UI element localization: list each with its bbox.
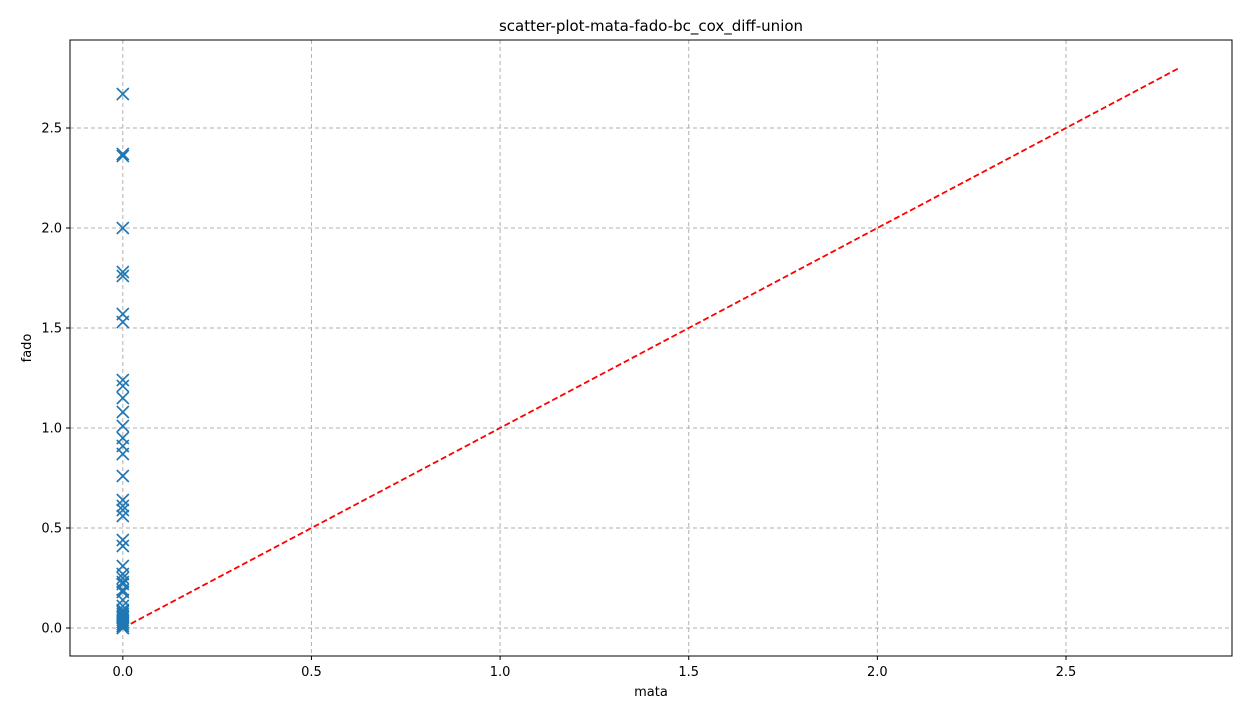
scatter-point bbox=[116, 571, 130, 585]
y-tick-label: 0.5 bbox=[41, 522, 62, 537]
scatter-point bbox=[116, 379, 130, 393]
scatter-point-stroke bbox=[116, 419, 130, 433]
scatter-point bbox=[116, 221, 130, 235]
scatter-point bbox=[116, 539, 130, 553]
scatter-point bbox=[116, 619, 130, 633]
scatter-point-stroke bbox=[116, 617, 130, 631]
y-tick-label: 2.5 bbox=[41, 122, 62, 137]
x-tick-label: 0.0 bbox=[112, 665, 133, 680]
scatter-point bbox=[116, 593, 130, 607]
scatter-point bbox=[116, 147, 130, 161]
scatter-point bbox=[116, 419, 130, 433]
scatter-point bbox=[116, 87, 130, 101]
scatter-point-stroke bbox=[116, 379, 130, 393]
scatter-point-stroke bbox=[116, 391, 130, 405]
scatter-point-stroke bbox=[116, 539, 130, 553]
x-tick-label: 2.0 bbox=[867, 665, 888, 680]
scatter-point-stroke bbox=[116, 593, 130, 607]
scatter-point-stroke bbox=[116, 509, 130, 523]
scatter-point-stroke bbox=[116, 493, 130, 507]
scatter-point-stroke bbox=[116, 447, 130, 461]
scatter-point-stroke bbox=[116, 615, 130, 629]
scatter-point-stroke bbox=[116, 315, 130, 329]
chart-title: scatter-plot-mata-fado-bc_cox_diff-union bbox=[499, 17, 803, 36]
scatter-point bbox=[116, 533, 130, 547]
scatter-point bbox=[116, 265, 130, 279]
grid-layer bbox=[70, 40, 1232, 656]
y-tick-label: 1.5 bbox=[41, 322, 62, 337]
scatter-point bbox=[116, 373, 130, 387]
x-axis-label: mata bbox=[634, 685, 668, 700]
scatter-point bbox=[116, 391, 130, 405]
scatter-point bbox=[116, 499, 130, 513]
scatter-point-stroke bbox=[116, 583, 130, 597]
scatter-point-stroke bbox=[116, 149, 130, 163]
y-tick-label: 1.0 bbox=[41, 422, 62, 437]
scatter-point bbox=[116, 583, 130, 597]
ticks-layer: 0.0 0.5 1.0 1.5 2.0 2.5 0.0 0.5 1.0 1.5 2.0 2.5 bbox=[41, 122, 1076, 681]
scatter-point-stroke bbox=[116, 269, 130, 283]
reference-line bbox=[122, 67, 1180, 629]
scatter-point-stroke bbox=[116, 533, 130, 547]
x-tick-label: 1.5 bbox=[678, 665, 699, 680]
scatter-point-stroke bbox=[116, 571, 130, 585]
y-tick-label: 0.0 bbox=[41, 622, 62, 637]
scatter-point bbox=[116, 315, 130, 329]
x-tick-label: 1.0 bbox=[490, 665, 511, 680]
scatter-point bbox=[116, 405, 130, 419]
marks-layer bbox=[116, 67, 1180, 635]
scatter-point-stroke bbox=[116, 373, 130, 387]
x-tick-label: 0.5 bbox=[301, 665, 322, 680]
scatter-point bbox=[116, 149, 130, 163]
y-tick-label: 2.0 bbox=[41, 222, 62, 237]
scatter-point-stroke bbox=[116, 499, 130, 513]
scatter-point-stroke bbox=[116, 265, 130, 279]
scatter-point-stroke bbox=[116, 469, 130, 483]
scatter-point bbox=[116, 447, 130, 461]
scatter-point-stroke bbox=[116, 147, 130, 161]
x-tick-label: 2.5 bbox=[1056, 665, 1077, 680]
scatter-point-stroke bbox=[116, 619, 130, 633]
y-axis-label: fado bbox=[20, 334, 35, 363]
scatter-point bbox=[116, 503, 130, 517]
scatter-point-stroke bbox=[116, 87, 130, 101]
scatter-point bbox=[116, 621, 130, 635]
scatter-point bbox=[116, 509, 130, 523]
scatter-point bbox=[116, 493, 130, 507]
scatter-point-stroke bbox=[116, 503, 130, 517]
scatter-point-stroke bbox=[116, 405, 130, 419]
scatter-point bbox=[116, 469, 130, 483]
scatter-point-stroke bbox=[116, 221, 130, 235]
scatter-point bbox=[116, 615, 130, 629]
scatter-point bbox=[116, 269, 130, 283]
plot-frame bbox=[69, 39, 1233, 657]
scatter-point bbox=[116, 617, 130, 631]
scatter-point-stroke bbox=[116, 621, 130, 635]
